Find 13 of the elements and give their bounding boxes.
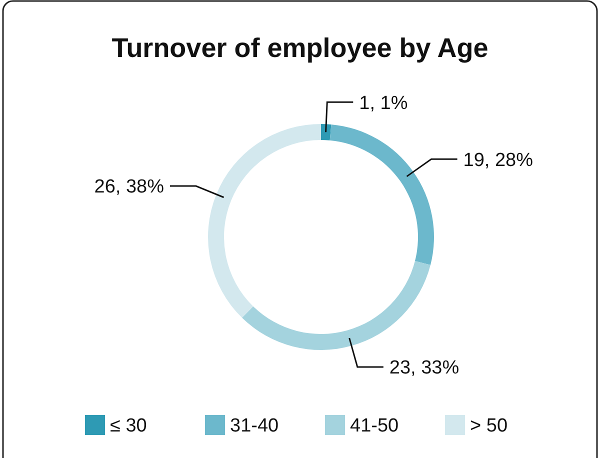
legend-label: > 50 [470,416,508,437]
data-label: 19, 28% [463,150,534,171]
legend-label: 41-50 [350,416,399,437]
donut-slice [242,261,430,350]
data-label: 23, 33% [389,358,460,379]
chart-title: Turnover of employee by Age [112,33,488,63]
legend-label: ≤ 30 [110,416,147,437]
data-label: 26, 38% [94,176,164,198]
donut-slice [330,124,434,265]
donut-slice [208,124,321,318]
legend-label: 31-40 [230,416,279,437]
donut-slice [321,124,332,140]
data-label: 1, 1% [359,92,408,114]
